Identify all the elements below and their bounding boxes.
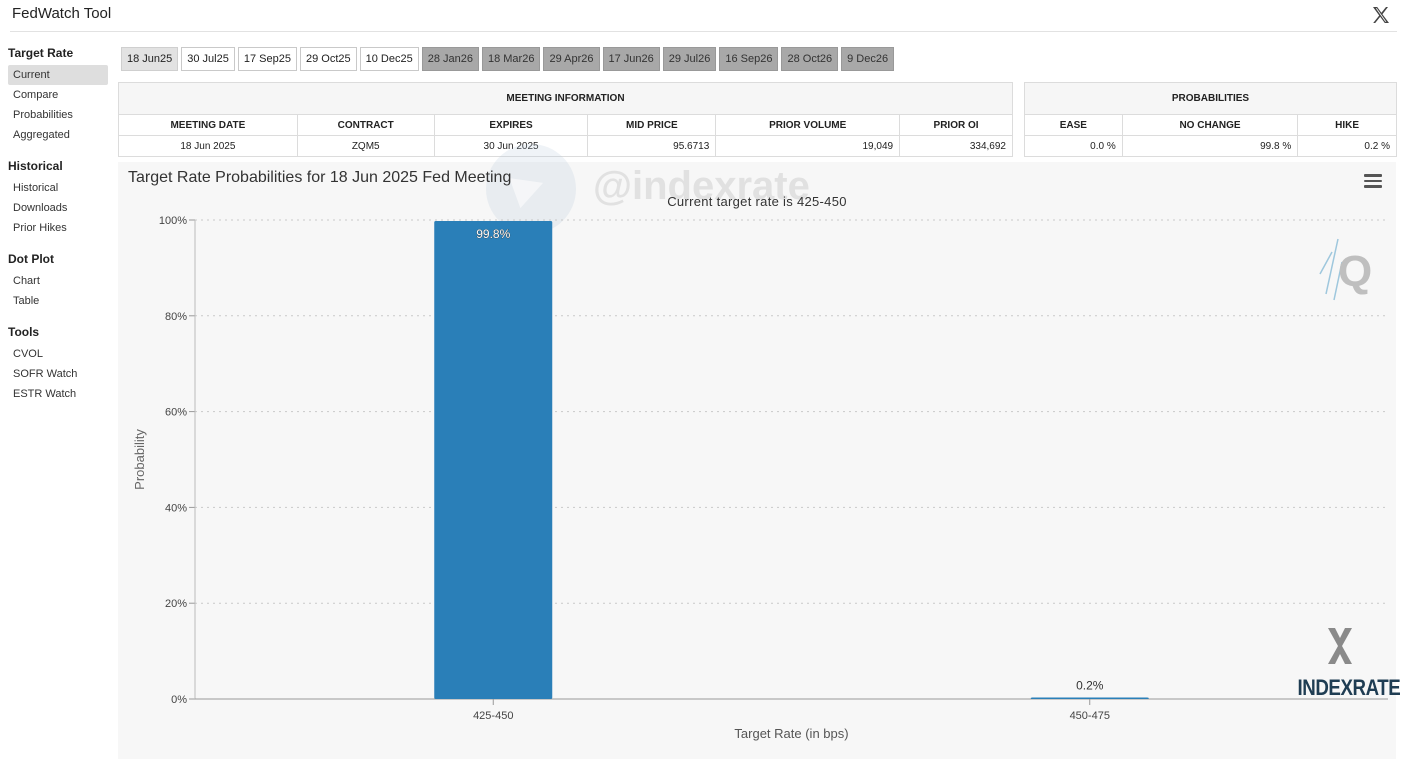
- bar-450-475[interactable]: [1030, 697, 1149, 700]
- data-label-450-475: 0.2%: [1076, 679, 1104, 693]
- sidebar-section-target-rate: Target Rate Current Compare Probabilities Ag…: [8, 44, 108, 145]
- sidebar-heading-tools: Tools: [8, 325, 40, 339]
- y-tick-label: 80%: [165, 311, 187, 323]
- column-header-expires: EXPIRES: [433, 114, 589, 136]
- sidebar-item-historical[interactable]: Historical: [13, 182, 59, 194]
- sidebar-heading-dot-plot: Dot Plot: [8, 252, 54, 266]
- tab-29-apr26[interactable]: 29 Apr26: [543, 47, 600, 71]
- sidebar-heading-target-rate: Target Rate: [8, 46, 74, 60]
- probability-cell-1: 99.8 %: [1121, 135, 1299, 157]
- tab-28-oct26[interactable]: 28 Oct26: [781, 47, 839, 71]
- tab-9-dec26[interactable]: 9 Dec26: [841, 47, 895, 71]
- bar-425-450[interactable]: [434, 220, 553, 699]
- watermark-text: @indexrate: [593, 164, 810, 208]
- tab-17-sep25[interactable]: 17 Sep25: [237, 47, 297, 71]
- telegram-watermark-icon: [486, 144, 576, 234]
- tab-18-mar26[interactable]: 18 Mar26: [481, 47, 541, 71]
- meeting-information-table: MEETING INFORMATION MEETING DATE CONTRACT…: [118, 82, 1013, 157]
- tab-28-jan26[interactable]: 28 Jan26: [421, 47, 479, 71]
- tab-18-jun25[interactable]: 18 Jun25: [121, 47, 179, 71]
- meeting-cell-5: 334,692: [899, 135, 1013, 157]
- y-tick-label: 60%: [165, 407, 187, 419]
- tab-17-jun26[interactable]: 17 Jun26: [602, 47, 660, 71]
- q-logo-icon: Q: [1319, 238, 1372, 301]
- sidebar-heading-historical: Historical: [8, 159, 63, 173]
- data-label-425-450: 99.8%: [476, 227, 510, 241]
- sidebar-item-compare[interactable]: Compare: [13, 89, 59, 101]
- meeting-cell-1: ZQM5: [296, 135, 435, 157]
- meeting-cell-4: 19,049: [715, 135, 901, 157]
- sidebar-item-chart[interactable]: Chart: [13, 275, 40, 287]
- probabilities-heading: PROBABILITIES: [1024, 82, 1397, 115]
- column-header-ease: EASE: [1024, 114, 1123, 136]
- sidebar-item-prior-hikes[interactable]: Prior Hikes: [13, 222, 67, 234]
- chart-title: Target Rate Probabilities for 18 Jun 202…: [128, 169, 512, 186]
- probability-cell-0: 0.0 %: [1024, 135, 1123, 157]
- app-title: FedWatch Tool: [12, 5, 112, 22]
- x-logo-icon[interactable]: [1371, 5, 1391, 25]
- sidebar-item-downloads[interactable]: Downloads: [13, 202, 68, 214]
- column-header-no-change: NO CHANGE: [1121, 114, 1299, 136]
- column-header-meeting-date: MEETING DATE: [118, 114, 298, 136]
- column-header-prior-volume: PRIOR VOLUME: [715, 114, 901, 136]
- x-tick-label-425-450: 425-450: [473, 710, 513, 722]
- title-bar: FedWatch Tool: [0, 0, 1407, 32]
- y-tick-label: 100%: [159, 215, 187, 227]
- y-tick-label: 20%: [165, 598, 187, 610]
- x-tick-label-450-475: 450-475: [1070, 710, 1110, 722]
- title-divider: [10, 31, 1397, 32]
- column-header-hike: HIKE: [1297, 114, 1397, 136]
- y-tick-label: 40%: [165, 502, 187, 514]
- column-header-prior-oi: PRIOR OI: [899, 114, 1013, 136]
- svg-text:Q: Q: [1338, 247, 1372, 296]
- indexrate-mark-icon: [1328, 628, 1352, 664]
- sidebar-item-current[interactable]: Current: [8, 65, 108, 85]
- tab-16-sep26[interactable]: 16 Sep26: [719, 47, 779, 71]
- sidebar-item-estr-watch[interactable]: ESTR Watch: [13, 388, 77, 400]
- sidebar-item-table[interactable]: Table: [13, 295, 40, 307]
- sidebar-section-tools: Tools CVOL SOFR Watch ESTR Watch: [8, 323, 108, 404]
- sidebar-section-historical: Historical Historical Downloads Prior Hikes: [8, 157, 108, 238]
- tab-29-oct25[interactable]: 29 Oct25: [299, 47, 357, 71]
- bar-chart: 0% 20% 40% 60% 80% 100% 99.8% 425-450 0.2% 450-47…: [132, 215, 1388, 741]
- tab-10-dec25[interactable]: 10 Dec25: [359, 47, 419, 71]
- sidebar-item-probabilities[interactable]: Probabilities: [13, 109, 73, 121]
- chart-panel: @indexrate Target Rate Probabilities for…: [118, 144, 1401, 759]
- indexrate-logo: INDEXRATE: [1290, 626, 1401, 700]
- meeting-information-heading: MEETING INFORMATION: [118, 82, 1013, 115]
- tab-30-jul25[interactable]: 30 Jul25: [181, 47, 235, 71]
- tab-29-jul26[interactable]: 29 Jul26: [662, 47, 717, 71]
- sidebar-item-sofr-watch[interactable]: SOFR Watch: [13, 368, 78, 380]
- sidebar-section-dot-plot: Dot Plot Chart Table: [8, 250, 108, 311]
- x-axis-title: Target Rate (in bps): [734, 726, 848, 741]
- sidebar-item-cvol[interactable]: CVOL: [13, 348, 43, 360]
- y-tick-label: 0%: [171, 694, 187, 706]
- probability-cell-2: 0.2 %: [1297, 135, 1397, 157]
- sidebar-item-aggregated[interactable]: Aggregated: [13, 129, 70, 141]
- meeting-cell-0: 18 Jun 2025: [118, 135, 298, 157]
- hamburger-menu-icon[interactable]: [1364, 174, 1382, 188]
- meeting-cell-3: 95.6713: [587, 135, 717, 157]
- column-header-mid-price: MID PRICE: [587, 114, 717, 136]
- meeting-tabs: 18 Jun25 30 Jul25 17 Sep25 29 Oct25 10 Dec25…: [121, 47, 895, 71]
- chart-subtitle: Current target rate is 425-450: [667, 194, 847, 209]
- probabilities-table: PROBABILITIES EASE NO CHANGE HIKE 0.0 % 99.…: [1024, 82, 1397, 157]
- sidebar: Target Rate Current Compare Probabilities Ag…: [8, 44, 108, 416]
- column-header-contract: CONTRACT: [296, 114, 435, 136]
- y-axis-title: Probability: [132, 429, 147, 490]
